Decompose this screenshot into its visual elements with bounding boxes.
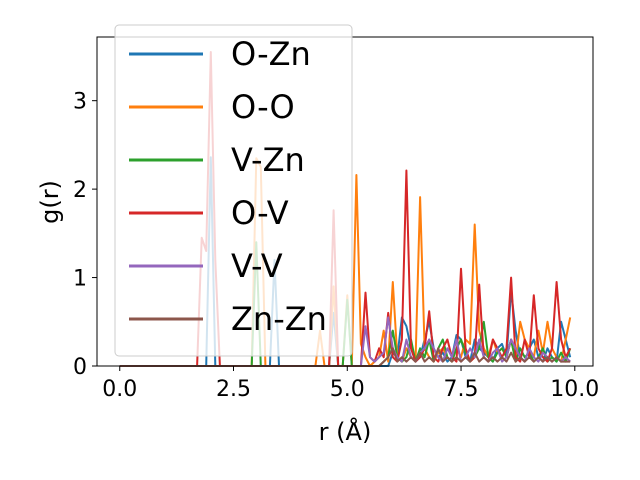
y-tick-label: 3	[73, 90, 87, 115]
legend: O-Zn O-O V-Zn O-V V-V Zn-Zn	[114, 24, 353, 357]
legend-label: V-Zn	[231, 141, 305, 179]
y-axis-label: g(r)	[36, 180, 64, 224]
y-tick-label: 1	[73, 267, 87, 292]
legend-label: O-O	[231, 88, 295, 126]
x-tick-label: 0.0	[102, 377, 137, 402]
x-axis-ticks: 0.0 2.5 5.0 7.5 10.0	[102, 366, 599, 402]
x-tick-label: 2.5	[216, 377, 251, 402]
legend-label: O-V	[231, 194, 289, 232]
legend-label: O-Zn	[231, 35, 311, 73]
x-tick-label: 7.5	[444, 377, 479, 402]
y-tick-label: 0	[73, 355, 87, 380]
legend-label: Zn-Zn	[231, 300, 327, 338]
x-tick-label: 5.0	[330, 377, 365, 402]
x-tick-label: 10.0	[550, 377, 599, 402]
legend-label: V-V	[231, 247, 283, 285]
y-axis-ticks: 0 1 2 3	[73, 90, 97, 380]
y-tick-label: 2	[73, 178, 87, 203]
x-axis-label: r (Å)	[319, 417, 372, 446]
